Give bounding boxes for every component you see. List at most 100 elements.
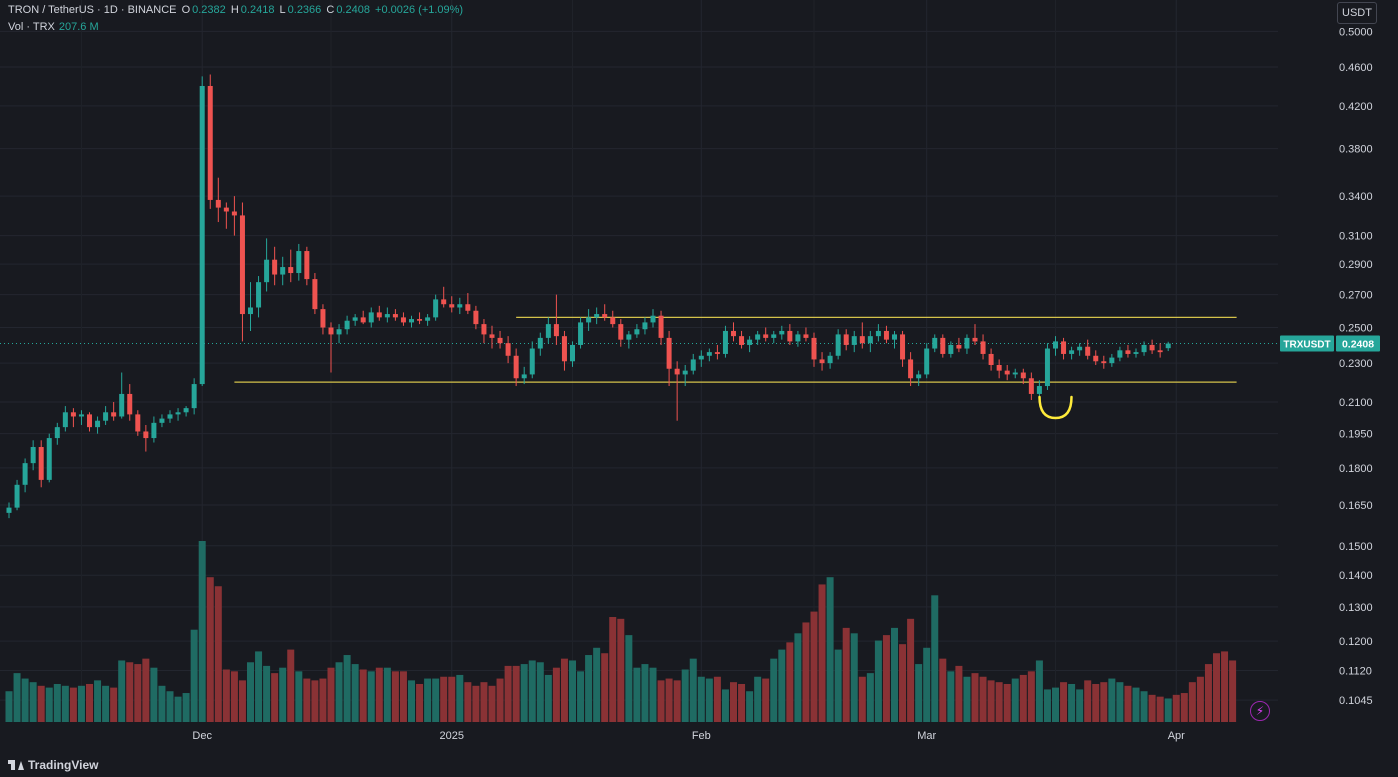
volume-bar (263, 665, 271, 722)
price-tick-label: 0.2700 (1339, 290, 1373, 302)
candle (95, 416, 101, 434)
candle-body (231, 211, 237, 216)
symbol-title[interactable]: TRON / TetherUS · 1D · BINANCE (8, 4, 177, 16)
candle (6, 502, 12, 519)
volume-bar (987, 680, 995, 722)
lightning-icon[interactable]: ⚡ (1250, 701, 1270, 721)
volume-bar (61, 685, 69, 722)
candle (956, 337, 962, 353)
price-tick-label: 0.2900 (1339, 259, 1373, 271)
candle (1133, 348, 1139, 358)
candle-body (1077, 346, 1083, 351)
volume-bar (238, 680, 246, 722)
volume-header: Vol · TRX 207.6 M (8, 21, 99, 33)
volume-bar (1196, 676, 1204, 722)
candle (545, 317, 551, 344)
candle-body (996, 364, 1002, 371)
volume-bar (512, 665, 520, 722)
volume-bar (496, 678, 504, 722)
price-tick-label: 0.1400 (1339, 570, 1373, 582)
volume-bar (367, 671, 375, 722)
candle-body (1028, 378, 1034, 394)
low-label: L (279, 4, 286, 16)
volume-bar (1019, 674, 1027, 722)
candle-body (980, 341, 986, 354)
candle-body (1012, 372, 1018, 375)
volume-bar (866, 673, 874, 722)
candle-body (489, 334, 495, 338)
volume-bar (971, 673, 979, 722)
candle-body (690, 359, 696, 371)
volume-bar (504, 665, 512, 722)
candle (183, 406, 189, 417)
candle-body (1141, 344, 1147, 353)
candle (304, 246, 310, 286)
candle (916, 370, 922, 387)
volume-bar (255, 651, 263, 722)
time-axis[interactable]: Dec 2025 Feb Mar Apr (192, 730, 1185, 742)
candle-body (553, 324, 559, 337)
tradingview-logo[interactable]: TradingView (8, 758, 98, 772)
candle-body (916, 374, 922, 379)
candle-body (376, 312, 382, 318)
close-value: 0.2408 (336, 4, 370, 16)
candle-body (594, 314, 600, 318)
volume-bar (166, 691, 174, 722)
candle (1077, 343, 1083, 356)
candle-body (948, 344, 954, 354)
volume-bar (383, 667, 391, 722)
candle (14, 479, 20, 511)
candle-body (908, 359, 914, 379)
candle-body (650, 315, 656, 323)
cup-marker[interactable] (1038, 395, 1073, 420)
candle-body (1036, 386, 1042, 394)
volume-bar (319, 678, 327, 722)
candle (1125, 344, 1131, 358)
volume-bar (730, 682, 737, 722)
volume-bar (118, 660, 126, 722)
volume-bar (874, 640, 882, 722)
volume-bar (1076, 689, 1084, 722)
candle (288, 249, 294, 283)
candle-body (433, 299, 439, 318)
candle-body (336, 329, 342, 335)
volume-bar (770, 658, 778, 722)
candle-body (1125, 350, 1131, 354)
candle-body (900, 334, 906, 360)
candle (312, 273, 318, 315)
candle (320, 304, 326, 335)
volume-bar (1116, 682, 1124, 722)
candle (207, 74, 213, 209)
open-label: O (181, 4, 191, 16)
candle-body (46, 438, 52, 480)
candle (223, 202, 229, 229)
volume-bar (858, 676, 866, 722)
candle (892, 330, 897, 349)
candle-body (964, 337, 970, 349)
candle (529, 341, 535, 379)
volume-bar (665, 678, 673, 722)
price-tick-label: 0.5000 (1339, 26, 1373, 38)
candle-body (320, 309, 326, 328)
candle-body (256, 282, 262, 308)
candle (280, 256, 286, 286)
brand-name: TradingView (28, 758, 99, 772)
volume-value: 207.6 M (58, 21, 99, 33)
volume-bar (37, 685, 45, 722)
candle-body (537, 337, 543, 349)
candle-body (570, 344, 575, 362)
volume-bar (480, 682, 488, 722)
candle-body (312, 279, 318, 310)
price-axis[interactable]: 0.5000 0.4600 0.4200 0.3800 0.3400 0.3100 0.29… (1280, 26, 1380, 707)
currency-button[interactable]: USDT (1337, 2, 1377, 24)
candle (360, 310, 366, 325)
price-tick-label: 0.2500 (1339, 323, 1373, 335)
volume-label[interactable]: Vol · TRX (8, 21, 55, 33)
volume-bar (1140, 691, 1148, 722)
candle (1149, 339, 1155, 354)
candle (135, 410, 141, 436)
candle (368, 307, 374, 328)
candle-body (248, 307, 253, 315)
candle (103, 406, 109, 425)
